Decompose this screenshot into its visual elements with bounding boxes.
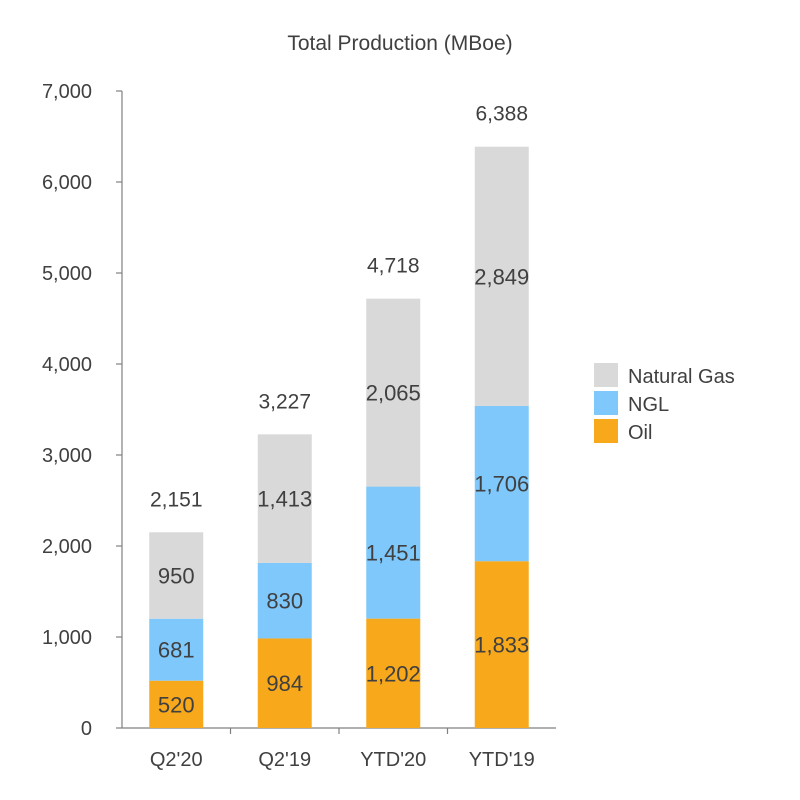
bar-oil [474, 561, 529, 728]
bar-ngl [474, 405, 529, 562]
bar-oil [149, 680, 204, 728]
y-tick-label: 7,000 [42, 81, 92, 103]
bar-ngl [149, 618, 204, 681]
total-label: 2,151 [150, 488, 203, 511]
y-tick-label: 1,000 [42, 627, 92, 649]
total-label: 4,718 [367, 255, 420, 278]
bar-ngl [366, 486, 421, 619]
bar-natural-gas [257, 434, 312, 563]
legend-label: Oil [628, 422, 652, 444]
bar-natural-gas [366, 298, 421, 487]
bar-value-label: 1,451 [366, 541, 421, 566]
x-tick-label: Q2'19 [258, 749, 311, 771]
x-tick-label: YTD'19 [469, 749, 535, 771]
bar-natural-gas [149, 532, 204, 619]
bars [149, 146, 529, 728]
legend-label: Natural Gas [628, 366, 735, 388]
bar-value-label: 1,202 [366, 661, 421, 686]
axes: 0 1,000 2,000 3,000 4,000 5,000 6,000 7,000 Q2'2… [42, 81, 556, 771]
bar-oil [366, 618, 421, 728]
chart-title: Total Production (MBoe) [287, 32, 512, 55]
bar-value-label: 1,706 [474, 472, 529, 497]
bar-oil [257, 638, 312, 728]
total-label: 3,227 [258, 390, 311, 413]
data-labels: 520 681 950 2,151 984 830 1,413 3,227 1,202 1,451… [150, 103, 529, 718]
bar-value-label: 520 [158, 692, 195, 717]
legend-swatch [594, 363, 618, 387]
y-tick-label: 2,000 [42, 536, 92, 558]
legend-item-oil: Oil [594, 419, 652, 444]
y-tick-label: 0 [81, 718, 92, 740]
bar-value-label: 984 [266, 671, 303, 696]
total-label: 6,388 [475, 103, 528, 126]
bar-natural-gas [474, 146, 529, 406]
x-tick-label: YTD'20 [360, 749, 426, 771]
bar-value-label: 830 [266, 589, 303, 614]
bar-value-label: 1,413 [257, 487, 312, 512]
bar-value-label: 1,833 [474, 633, 529, 658]
y-tick-label: 4,000 [42, 354, 92, 376]
bar-value-label: 2,065 [366, 381, 421, 406]
y-tick-label: 6,000 [42, 172, 92, 194]
legend: Natural Gas NGL Oil [594, 363, 735, 444]
bar-value-label: 2,849 [474, 264, 529, 289]
legend-swatch [594, 419, 618, 443]
legend-label: NGL [628, 394, 669, 416]
bar-value-label: 681 [158, 638, 195, 663]
bar-value-label: 950 [158, 563, 195, 588]
legend-item-natural-gas: Natural Gas [594, 363, 735, 388]
legend-swatch [594, 391, 618, 415]
y-tick-label: 5,000 [42, 263, 92, 285]
y-tick-label: 3,000 [42, 445, 92, 467]
bar-ngl [257, 562, 312, 639]
x-tick-label: Q2'20 [150, 749, 203, 771]
legend-item-ngl: NGL [594, 391, 669, 416]
